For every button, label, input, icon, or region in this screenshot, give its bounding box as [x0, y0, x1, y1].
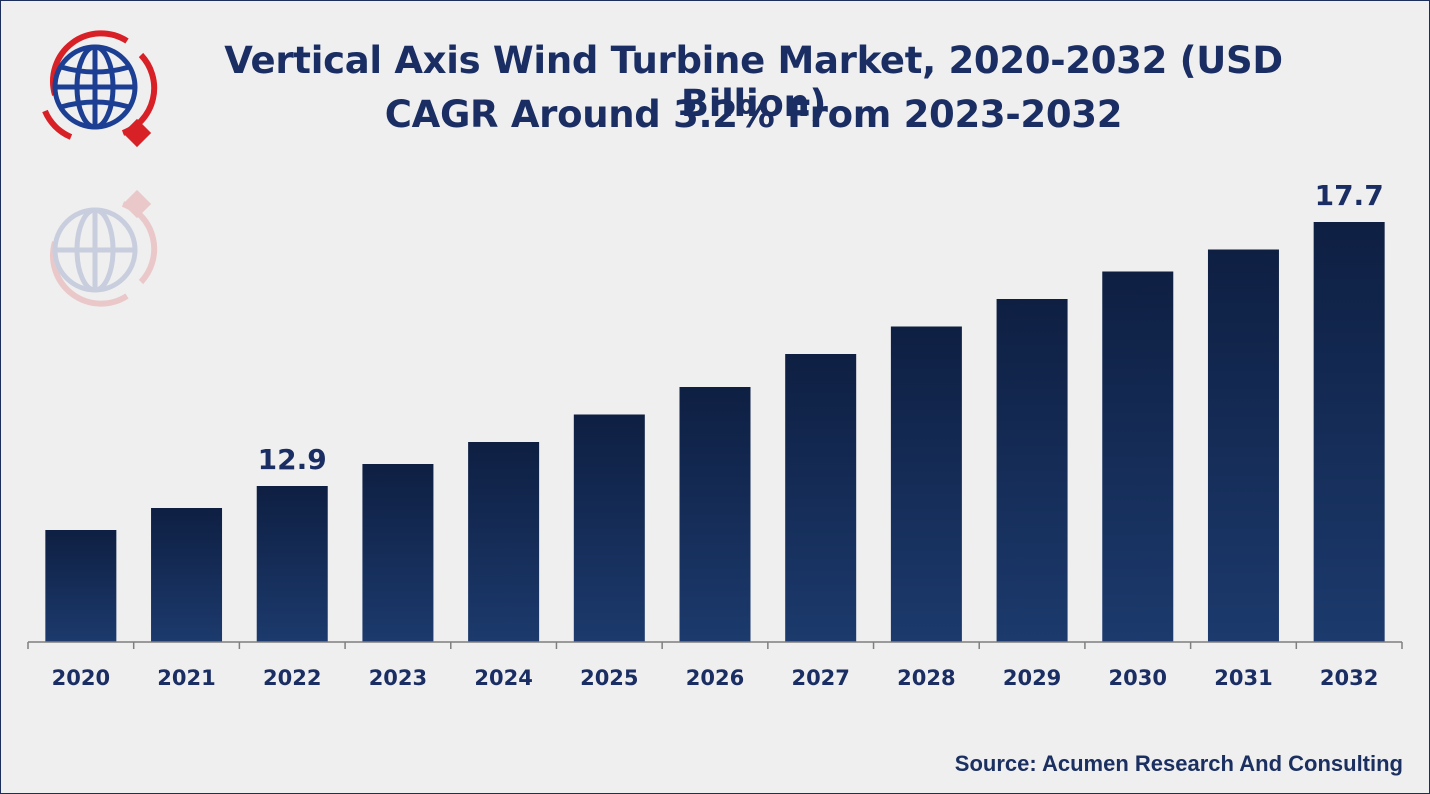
bar-2031: [1207, 249, 1279, 642]
x-tick-label: 2022: [263, 666, 321, 690]
data-label-2032: 17.7: [1315, 179, 1384, 212]
x-tick-label: 2023: [369, 666, 427, 690]
bar-2022: [256, 486, 328, 642]
x-tick-label: 2032: [1320, 666, 1378, 690]
bar-2030: [1102, 271, 1174, 642]
x-tick-label: 2020: [52, 666, 110, 690]
bar-2027: [785, 354, 857, 642]
globe-icon: [42, 30, 158, 148]
bar-2024: [468, 442, 540, 642]
bar-2023: [362, 464, 434, 642]
chart-title: Vertical Axis Wind Turbine Market, 2020-…: [224, 39, 1283, 125]
bar-2020: [45, 530, 117, 642]
x-tick-label: 2026: [686, 666, 744, 690]
x-tick-label: 2031: [1214, 666, 1272, 690]
x-tick-label: 2025: [580, 666, 638, 690]
x-tick-label: 2021: [157, 666, 215, 690]
globe-reflection-icon: [50, 189, 158, 307]
x-tick-label: 2029: [1003, 666, 1061, 690]
chart-subtitle: CAGR Around 3.2% From 2023-2032: [384, 93, 1123, 136]
x-tick-label: 2028: [897, 666, 955, 690]
x-tick-label: 2030: [1109, 666, 1167, 690]
x-tick-label: 2024: [474, 666, 532, 690]
data-label-2022: 12.9: [258, 443, 327, 476]
bar-2026: [679, 387, 751, 642]
bar-2021: [151, 508, 223, 642]
bar-2029: [996, 299, 1068, 642]
source-note: Source: Acumen Research And Consulting: [954, 751, 1403, 776]
x-tick-label: 2027: [791, 666, 849, 690]
bar-2028: [890, 326, 962, 642]
bar-2025: [573, 414, 645, 642]
bar-2032: [1313, 222, 1385, 642]
